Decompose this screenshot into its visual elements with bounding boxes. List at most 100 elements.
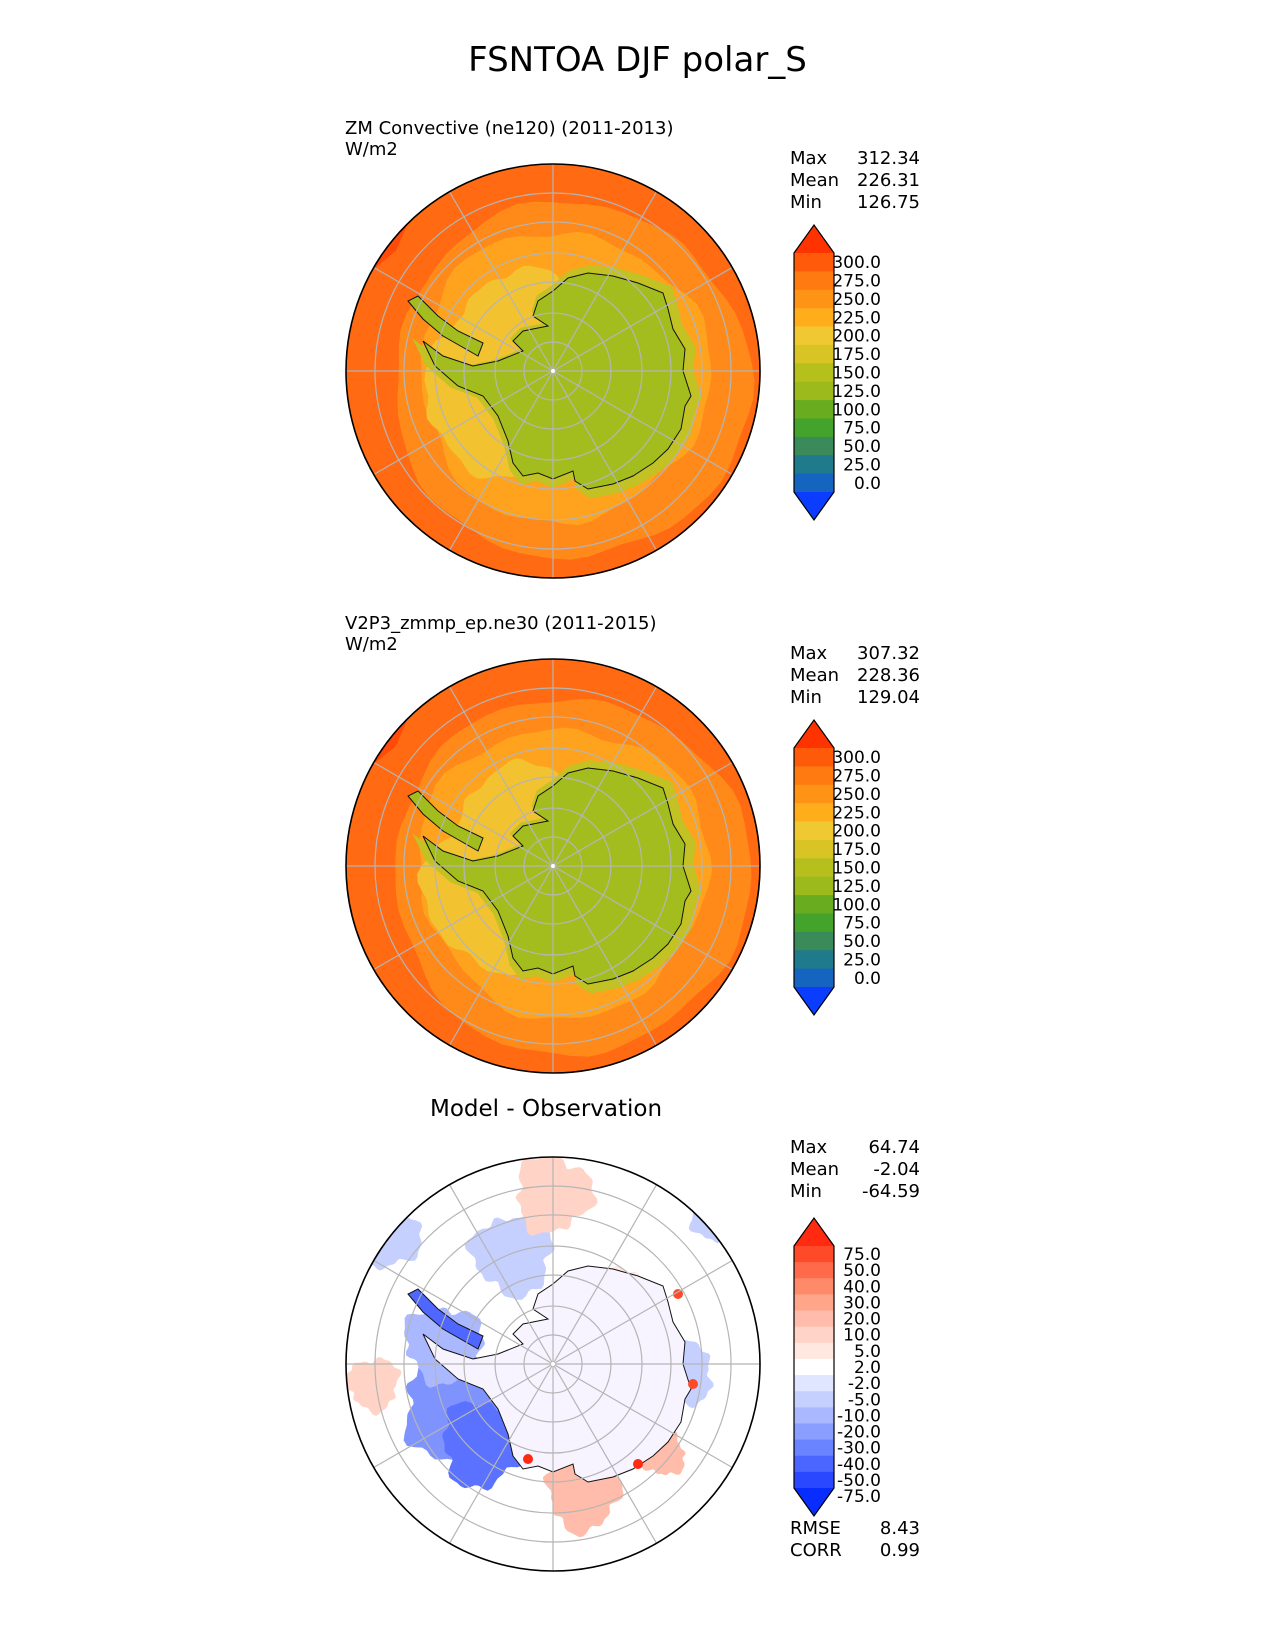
colorbar-tick-label: 10.0 — [843, 1326, 881, 1346]
colorbar-segment — [794, 289, 834, 309]
colorbar-segment — [794, 308, 834, 328]
antarctic-peninsula — [407, 295, 484, 357]
colorbar-segment — [794, 803, 834, 823]
colorbar-tick-label: 250.0 — [832, 290, 881, 310]
map-field — [346, 1157, 760, 1571]
colorbar-extend-min — [794, 492, 834, 520]
stat-max-label: Max — [790, 643, 828, 664]
colorbar-segment — [794, 1310, 834, 1328]
polar-map-difference — [345, 1156, 761, 1572]
colorbar-extend-max — [794, 225, 834, 253]
colorbar-tick-label: 2.0 — [854, 1358, 881, 1378]
colorbar-segment — [794, 821, 834, 841]
stats-box: Max 312.34 Mean 226.31 Min 126.75 — [790, 148, 920, 214]
colorbar-segment — [794, 1423, 834, 1441]
colorbar-tick-label: -5.0 — [848, 1390, 881, 1410]
colorbar-outline — [793, 1216, 835, 1518]
colorbar-tick-label: 150.0 — [832, 364, 881, 384]
colorbar-tick-label: 100.0 — [832, 400, 881, 420]
colorbar-tick-label: -10.0 — [837, 1406, 881, 1426]
colorbar-extend-max — [794, 1218, 834, 1246]
colorbar-tick-label: 275.0 — [832, 272, 881, 292]
stat-max-value: 312.34 — [857, 148, 920, 169]
colorbar-segment — [794, 344, 834, 364]
antarctica-continent — [422, 767, 692, 985]
colorbar-segment — [794, 1342, 834, 1360]
colorbar-tick-label: -20.0 — [837, 1423, 881, 1443]
map-field — [346, 659, 760, 1073]
stat-min-value: 126.75 — [857, 192, 920, 213]
colorbar-tick-label: 100.0 — [832, 895, 881, 915]
colorbar-segment — [794, 326, 834, 346]
panel-difference: Model - Observation Max 64.74 Mean -2.04 M… — [0, 1096, 1275, 1590]
colorbar-segment — [794, 876, 834, 896]
colorbar-tick-label: 25.0 — [843, 455, 881, 475]
colorbar-segment — [794, 858, 834, 878]
stat-max-value: 64.74 — [868, 1137, 920, 1158]
stat-min-label: Min — [790, 687, 822, 708]
colorbar-segment — [794, 400, 834, 419]
colorbar-outline — [793, 223, 835, 522]
corr-value: 0.99 — [879, 1540, 920, 1561]
colorbar-segment — [794, 253, 834, 272]
antarctic-peninsula — [407, 790, 484, 852]
colorbar-segment — [794, 895, 834, 914]
colorbar-segment — [794, 931, 834, 951]
anomaly-patch — [347, 1194, 423, 1271]
colorbar-tick-label: 75.0 — [843, 419, 881, 439]
colorbar-tick-label: 125.0 — [832, 877, 881, 897]
colorbar-segment — [794, 1246, 834, 1263]
colorbar-segment — [794, 1391, 834, 1408]
stat-max-label: Max — [790, 1137, 828, 1158]
colorbar: 300.0275.0250.0225.0200.0175.0150.0125.0… — [793, 718, 881, 1017]
stat-max-value: 307.32 — [857, 643, 920, 664]
colorbar-segment — [794, 1375, 834, 1392]
anomaly-hotspot — [673, 1289, 683, 1299]
stat-min-value: 129.04 — [857, 687, 920, 708]
colorbar-tick-label: 175.0 — [832, 840, 881, 860]
panel-reference: V2P3_zmmp_ep.ne30 (2011-2015) W/m2 Max 30… — [0, 613, 1275, 1093]
colorbar-tick-label: 300.0 — [832, 253, 881, 273]
colorbar-extend-min — [794, 987, 834, 1015]
colorbar-segment — [794, 1407, 834, 1424]
panel-header: V2P3_zmmp_ep.ne30 (2011-2015) — [345, 613, 657, 634]
stat-max-label: Max — [790, 148, 828, 169]
stat-mean-label: Mean — [790, 1159, 840, 1180]
colorbar-segment — [794, 784, 834, 804]
stat-min-value: -64.59 — [861, 1181, 920, 1202]
anomaly-hotspot — [633, 1459, 643, 1469]
colorbar-segment — [794, 913, 834, 933]
colorbar-segment — [794, 455, 834, 475]
colorbar-segment — [794, 1439, 834, 1457]
anomaly-patch — [346, 1357, 402, 1416]
colorbar: 300.0275.0250.0225.0200.0175.0150.0125.0… — [793, 223, 881, 522]
colorbar-segment — [794, 1326, 834, 1344]
colorbar-tick-label: 225.0 — [832, 803, 881, 823]
stat-mean-value: -2.04 — [873, 1159, 920, 1180]
pole-marker — [551, 1362, 555, 1366]
figure-title: FSNTOA DJF polar_S — [468, 40, 807, 80]
pole-marker — [551, 864, 555, 868]
stat-min-label: Min — [790, 1181, 822, 1202]
antarctica-continent — [422, 272, 692, 490]
metrics-box: RMSE 8.43 CORR 0.99 — [790, 1518, 920, 1562]
colorbar-tick-label: 300.0 — [832, 748, 881, 768]
stat-mean-value: 228.36 — [857, 665, 920, 686]
colorbar-tick-label: 50.0 — [843, 932, 881, 952]
colorbar-tick-label: 50.0 — [843, 1261, 881, 1281]
colorbar-segment — [794, 271, 834, 291]
colorbar-segment — [794, 1455, 834, 1473]
colorbar-tick-label: 200.0 — [832, 327, 881, 347]
colorbar-tick-label: 30.0 — [843, 1293, 881, 1313]
rmse-label: RMSE — [790, 1518, 841, 1539]
colorbar-tick-label: -50.0 — [837, 1471, 881, 1491]
map-boundary — [345, 163, 761, 579]
colorbar-tick-label: 250.0 — [832, 785, 881, 805]
colorbar-segment — [794, 436, 834, 456]
panel-model: ZM Convective (ne120) (2011-2013) W/m2 M… — [0, 118, 1275, 598]
map-boundary — [345, 658, 761, 1074]
colorbar-segment — [794, 1358, 834, 1376]
colorbar-segment — [794, 1471, 834, 1489]
colorbar-tick-label: 50.0 — [843, 437, 881, 457]
colorbar-tick-label: 0.0 — [854, 474, 881, 494]
